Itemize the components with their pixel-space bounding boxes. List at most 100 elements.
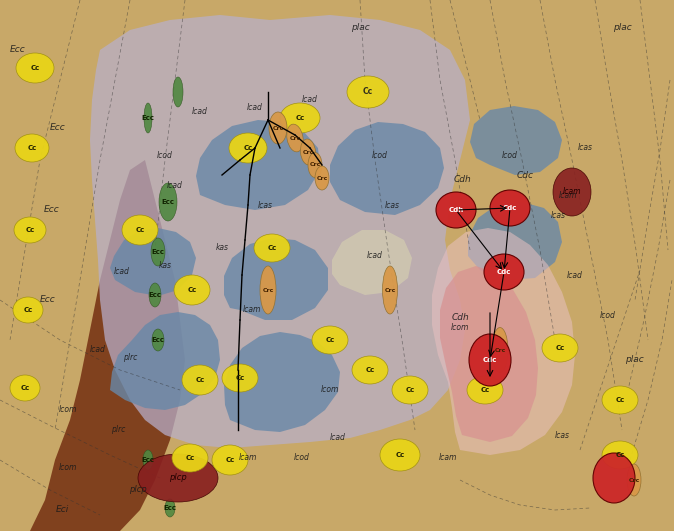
Ellipse shape [627, 464, 641, 496]
Ellipse shape [182, 365, 218, 395]
Ellipse shape [254, 234, 290, 262]
Text: lcad: lcad [167, 181, 183, 190]
Ellipse shape [602, 386, 638, 414]
Ellipse shape [602, 441, 638, 469]
Text: Ecc: Ecc [142, 457, 154, 463]
Ellipse shape [152, 329, 164, 351]
Ellipse shape [380, 439, 420, 471]
Text: plac: plac [350, 23, 369, 32]
Ellipse shape [229, 133, 267, 163]
Polygon shape [90, 15, 470, 448]
Ellipse shape [165, 499, 175, 517]
Ellipse shape [174, 275, 210, 305]
Ellipse shape [15, 134, 49, 162]
Text: lcad: lcad [114, 268, 130, 277]
Ellipse shape [172, 444, 208, 472]
Ellipse shape [260, 266, 276, 314]
Text: Cc: Cc [26, 227, 34, 233]
Text: Cc: Cc [187, 287, 197, 293]
Text: Ecc: Ecc [10, 46, 26, 55]
Text: plrc: plrc [123, 354, 137, 363]
Text: lcam: lcam [439, 453, 457, 463]
Ellipse shape [553, 168, 591, 216]
Text: lcas: lcas [257, 201, 272, 210]
Text: Cdh: Cdh [448, 207, 464, 213]
Text: lcad: lcad [567, 270, 583, 279]
Ellipse shape [14, 217, 46, 243]
Text: Cc: Cc [295, 115, 305, 121]
Ellipse shape [10, 375, 40, 401]
Ellipse shape [484, 254, 524, 290]
Text: Cc: Cc [243, 145, 253, 151]
Ellipse shape [490, 190, 530, 226]
Text: lcas: lcas [578, 143, 592, 152]
Text: lcas: lcas [555, 431, 570, 440]
Text: Crc: Crc [309, 162, 321, 167]
Text: Crc: Crc [628, 477, 640, 483]
Polygon shape [0, 0, 185, 531]
Text: Icam: Icam [563, 187, 581, 196]
Text: lcas: lcas [384, 201, 400, 210]
Polygon shape [332, 230, 412, 295]
Text: lcom: lcom [59, 464, 78, 473]
Ellipse shape [212, 445, 248, 475]
Text: lcad: lcad [90, 346, 106, 355]
Text: lcas: lcas [551, 210, 565, 219]
Text: Cc: Cc [615, 452, 625, 458]
Ellipse shape [312, 326, 348, 354]
Text: plrc: plrc [111, 425, 125, 434]
Text: Ecc: Ecc [162, 199, 175, 205]
Text: Ecc: Ecc [148, 292, 162, 298]
Text: Cc: Cc [555, 345, 565, 351]
Ellipse shape [436, 192, 476, 228]
Text: Cdc: Cdc [497, 269, 511, 275]
Text: Cc: Cc [135, 227, 145, 233]
Ellipse shape [138, 454, 218, 502]
Text: Cc: Cc [28, 145, 36, 151]
Ellipse shape [143, 450, 153, 470]
Text: Cc: Cc [30, 65, 40, 71]
Text: Cdh: Cdh [453, 176, 471, 184]
Text: lcom: lcom [59, 406, 78, 415]
Ellipse shape [308, 152, 322, 177]
Text: Cc: Cc [481, 387, 489, 393]
Text: Cdh: Cdh [451, 313, 469, 322]
Polygon shape [440, 266, 538, 442]
Polygon shape [470, 106, 562, 175]
Text: Cc: Cc [405, 387, 415, 393]
Text: plac: plac [625, 355, 644, 364]
Polygon shape [110, 228, 196, 296]
Ellipse shape [492, 328, 508, 373]
Polygon shape [432, 228, 575, 455]
Text: plcp: plcp [129, 485, 147, 494]
Text: Crc: Crc [272, 125, 284, 131]
Text: Cc: Cc [615, 397, 625, 403]
Text: Cc: Cc [326, 337, 334, 343]
Ellipse shape [13, 297, 43, 323]
Text: lcod: lcod [294, 453, 310, 463]
Text: Cc: Cc [365, 367, 375, 373]
Text: plac: plac [613, 23, 632, 32]
Ellipse shape [392, 376, 428, 404]
Ellipse shape [269, 112, 287, 144]
Ellipse shape [286, 124, 303, 152]
Text: lcad: lcad [367, 251, 383, 260]
Text: lcod: lcod [502, 150, 518, 159]
Ellipse shape [593, 453, 635, 503]
Text: Ecc: Ecc [152, 249, 164, 255]
Text: kas: kas [216, 244, 228, 253]
Polygon shape [196, 120, 320, 210]
Text: Eci: Eci [55, 506, 69, 515]
Ellipse shape [144, 103, 152, 133]
Text: Cc: Cc [195, 377, 205, 383]
Text: Ecc: Ecc [164, 505, 177, 511]
Text: lcad: lcad [192, 107, 208, 116]
Text: Ecc: Ecc [142, 115, 154, 121]
Text: Crc: Crc [316, 176, 328, 181]
Text: Cc: Cc [363, 88, 373, 97]
Text: Cc: Cc [268, 245, 276, 251]
Text: Ecc: Ecc [50, 124, 66, 133]
Text: lcod: lcod [372, 150, 388, 159]
Polygon shape [110, 312, 220, 410]
Text: Ecc: Ecc [44, 205, 60, 215]
